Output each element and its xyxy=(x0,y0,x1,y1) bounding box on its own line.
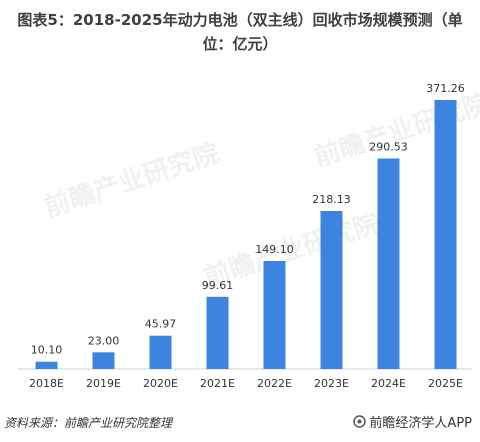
brand-mark: 前瞻经济学人APP xyxy=(353,412,472,431)
chart-title-line-1: 图表5：2018-2025年动力电池（双主线）回收市场规模预测（单 xyxy=(17,11,463,29)
bar-2023E xyxy=(320,211,343,369)
bar-2020E xyxy=(149,335,172,369)
value-label-2025E: 371.26 xyxy=(426,82,465,95)
value-label-2023E: 218.13 xyxy=(312,193,351,206)
tick-label-2018E: 2018E xyxy=(29,377,64,390)
tick-label-2022E: 2022E xyxy=(257,377,292,390)
bar-2022E xyxy=(263,261,286,369)
bar-2018E xyxy=(35,361,58,369)
value-label-2020E: 45.97 xyxy=(145,318,177,331)
tick-label-2020E: 2020E xyxy=(143,377,178,390)
value-label-2021E: 99.61 xyxy=(202,279,234,292)
value-label-2018E: 10.10 xyxy=(31,344,63,357)
value-label-2024E: 290.53 xyxy=(369,141,408,154)
tick-labels-group: 2018E 2019E 2020E 2021E 2022E 2023E 2024E 2025E xyxy=(29,377,463,390)
tick-label-2023E: 2023E xyxy=(314,377,349,390)
tick-label-2021E: 2021E xyxy=(200,377,235,390)
brand-name: 前瞻经济学人APP xyxy=(369,416,472,431)
chart-title-line-2: 位：亿元） xyxy=(202,35,278,53)
value-label-2022E: 149.10 xyxy=(255,243,294,256)
bar-2019E xyxy=(92,352,115,369)
bar-2025E xyxy=(434,100,457,369)
bar-2024E xyxy=(377,158,400,369)
brand-logo-icon xyxy=(353,415,367,428)
source-note: 资料来源：前瞻产业研究院整理 xyxy=(4,416,173,430)
chart-title: 图表5：2018-2025年动力电池（双主线）回收市场规模预测（单 位：亿元） xyxy=(0,8,480,56)
tick-label-2025E: 2025E xyxy=(428,377,463,390)
bars-group xyxy=(35,100,457,369)
bar-2021E xyxy=(206,296,229,369)
value-labels-group: 10.10 23.00 45.97 99.61 149.10 218.13 290.53 37… xyxy=(31,82,465,357)
tick-label-2024E: 2024E xyxy=(371,377,406,390)
value-label-2019E: 23.00 xyxy=(88,334,120,347)
tick-label-2019E: 2019E xyxy=(86,377,121,390)
